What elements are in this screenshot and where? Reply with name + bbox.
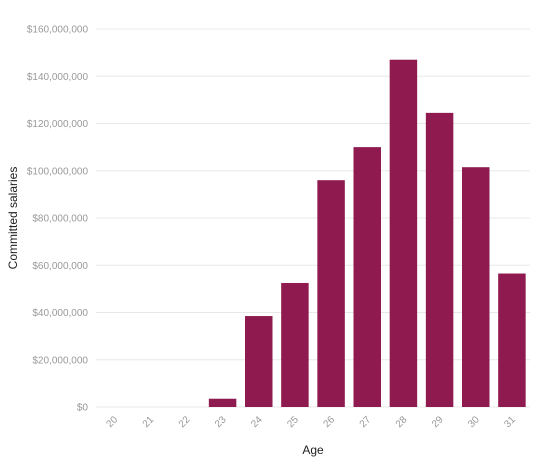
grid-lines [96,28,530,408]
bar-age-31 [498,273,526,407]
x-tick-label: 31 [502,414,518,430]
y-tick-label: $40,000,000 [32,308,88,319]
bar-age-23 [208,398,237,407]
x-tick-label: 24 [249,414,265,430]
x-tick-label: 28 [394,414,410,430]
x-tick-label: 25 [285,414,301,430]
bar-age-25 [281,282,309,407]
bar-age-30 [462,167,490,407]
bar-age-24 [245,316,273,407]
x-tick-label: 29 [430,414,446,430]
x-tick-label: 27 [358,414,374,430]
x-tick-label: 21 [141,414,157,430]
y-tick-label: $20,000,000 [32,355,88,366]
bar-age-26 [317,180,345,407]
y-tick-label: $80,000,000 [32,214,88,225]
x-tick-label: 26 [321,414,337,430]
x-tick-label: 30 [466,414,482,430]
bar-age-29 [425,112,454,408]
y-tick-label: $0 [77,403,89,414]
y-tick-label: $60,000,000 [32,261,88,272]
y-axis-ticks: $0 $20,000,000 $40,000,000 $60,000,000 $80,0… [27,25,89,414]
y-tick-label: $160,000,000 [27,25,89,36]
bar-age-28 [389,59,418,408]
x-tick-label: 20 [104,414,120,430]
y-tick-label: $120,000,000 [27,119,89,130]
bar-age-27 [353,147,381,407]
x-tick-label: 23 [213,414,229,430]
x-axis-ticks: 20 21 22 23 24 25 26 27 28 29 30 31 [104,414,518,430]
y-axis-label: Committed salaries [6,167,20,270]
bars [208,59,526,408]
x-tick-label: 22 [177,414,193,430]
y-tick-label: $140,000,000 [27,72,89,83]
y-tick-label: $100,000,000 [27,166,89,177]
x-axis-label: Age [302,443,324,457]
